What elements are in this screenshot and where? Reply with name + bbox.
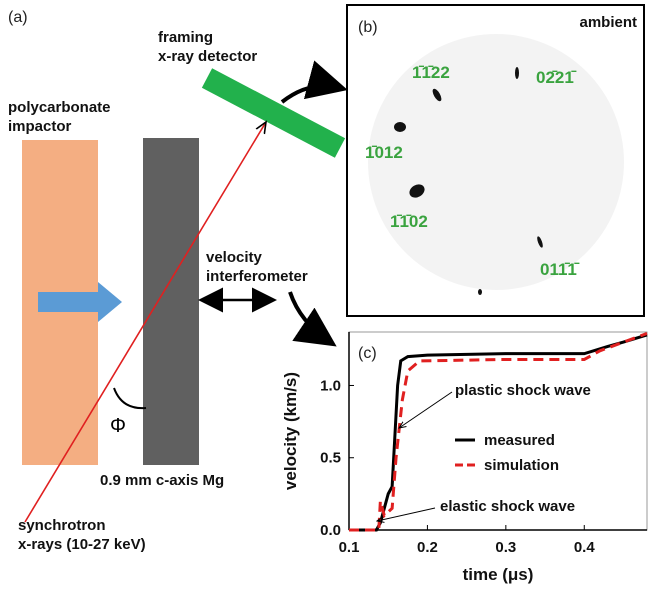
reflection-label: 1̄1̄22 [412, 63, 450, 82]
annotation: plastic shock wave [455, 382, 591, 399]
angle-label: Φ [110, 415, 126, 437]
y-tick-label: 0.5 [320, 450, 341, 467]
y-tick-label: 0.0 [320, 522, 341, 539]
sample [143, 138, 199, 465]
x-tick-label: 0.2 [417, 539, 438, 556]
panel-label: (b) [358, 19, 378, 36]
y-axis-label: velocity (km/s) [281, 372, 300, 490]
condition-label: ambient [579, 14, 637, 31]
x-tick-label: 0.4 [574, 539, 596, 556]
reflection-label: 1̄012 [365, 143, 403, 162]
annotation: elastic shock wave [440, 498, 575, 515]
panel-label: (a) [8, 9, 28, 26]
x-tick-label: 0.3 [495, 539, 516, 556]
legend-label: simulation [484, 457, 559, 474]
legend-label: measured [484, 432, 555, 449]
reflection-label: 1̄1̄02 [390, 212, 428, 231]
figure: (a) framingx-ray detector polycarbonatei… [0, 0, 649, 590]
reflection-label: 011̄1̄ [540, 260, 580, 279]
arrow [282, 86, 340, 102]
angle-arc [114, 388, 146, 408]
detector-image [368, 34, 624, 290]
detector [207, 78, 340, 148]
panel-label: (c) [358, 345, 377, 362]
x-tick-label: 0.1 [339, 539, 360, 556]
x-axis-label: time (μs) [463, 565, 534, 584]
sample-label: 0.9 mm c-axis Mg [100, 472, 224, 489]
arrow [290, 292, 330, 342]
reflection-label: 02̄21̄ [536, 68, 577, 87]
y-tick-label: 1.0 [320, 377, 341, 394]
